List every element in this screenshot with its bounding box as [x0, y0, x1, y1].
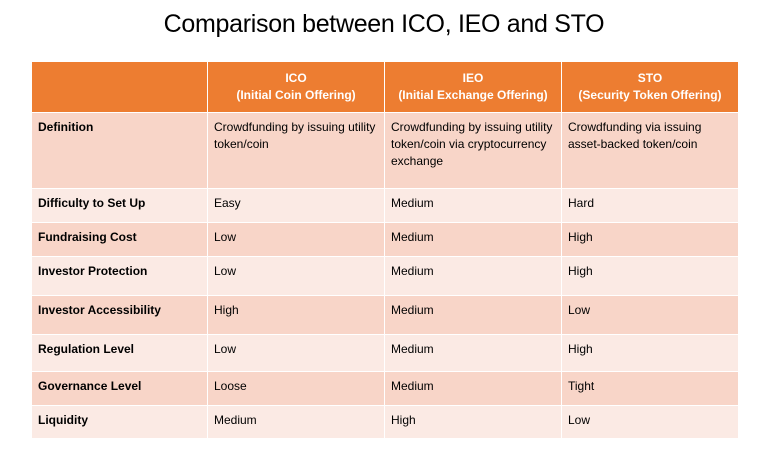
table-row-investor-accessibility: Investor Accessibility High Medium Low — [31, 295, 739, 335]
cell-sto: High — [561, 222, 739, 257]
row-label: Regulation Level — [31, 334, 208, 372]
cell-ico: High — [207, 295, 385, 335]
table-row-difficulty: Difficulty to Set Up Easy Medium Hard — [31, 188, 739, 223]
cell-ico: Loose — [207, 371, 385, 406]
cell-ico: Low — [207, 256, 385, 296]
cell-sto: Crowdfunding via issuing asset-backed to… — [561, 112, 739, 189]
cell-ico: Medium — [207, 405, 385, 439]
table-row-liquidity: Liquidity Medium High Low — [31, 405, 739, 439]
cell-sto: Tight — [561, 371, 739, 406]
cell-ieo: Medium — [384, 256, 562, 296]
header-cell-empty — [31, 61, 208, 113]
comparison-table: ICO (Initial Coin Offering) IEO (Initial… — [31, 61, 739, 439]
cell-ieo: High — [384, 405, 562, 439]
header-ieo-full: (Initial Exchange Offering) — [398, 88, 548, 102]
row-label: Governance Level — [31, 371, 208, 406]
header-cell-ieo: IEO (Initial Exchange Offering) — [384, 61, 562, 113]
page-title: Comparison between ICO, IEO and STO — [163, 10, 605, 38]
header-sto-abbr: STO — [637, 71, 663, 85]
cell-ieo: Medium — [384, 188, 562, 223]
table-row-governance-level: Governance Level Loose Medium Tight — [31, 371, 739, 406]
header-ieo-abbr: IEO — [462, 71, 484, 85]
row-label: Liquidity — [31, 405, 208, 439]
header-cell-ico: ICO (Initial Coin Offering) — [207, 61, 385, 113]
header-row: ICO (Initial Coin Offering) IEO (Initial… — [31, 61, 739, 113]
cell-ieo: Crowdfunding by issuing utility token/co… — [384, 112, 562, 189]
cell-sto: High — [561, 334, 739, 372]
table-row-regulation-level: Regulation Level Low Medium High — [31, 334, 739, 372]
cell-sto: Low — [561, 295, 739, 335]
row-label: Difficulty to Set Up — [31, 188, 208, 223]
cell-ico: Easy — [207, 188, 385, 223]
cell-ico: Low — [207, 334, 385, 372]
cell-ico: Low — [207, 222, 385, 257]
cell-sto: Low — [561, 405, 739, 439]
header-cell-sto: STO (Security Token Offering) — [561, 61, 739, 113]
cell-ico: Crowdfunding by issuing utility token/co… — [207, 112, 385, 189]
row-label: Fundraising Cost — [31, 222, 208, 257]
cell-sto: Hard — [561, 188, 739, 223]
cell-ieo: Medium — [384, 334, 562, 372]
cell-ieo: Medium — [384, 371, 562, 406]
header-ico-abbr: ICO — [285, 71, 307, 85]
cell-sto: High — [561, 256, 739, 296]
cell-ieo: Medium — [384, 222, 562, 257]
table-row-definition: Definition Crowdfunding by issuing utili… — [31, 112, 739, 189]
cell-ieo: Medium — [384, 295, 562, 335]
row-label: Investor Accessibility — [31, 295, 208, 335]
header-ico-full: (Initial Coin Offering) — [236, 88, 356, 102]
header-sto-full: (Security Token Offering) — [578, 88, 722, 102]
row-label: Definition — [31, 112, 208, 189]
row-label: Investor Protection — [31, 256, 208, 296]
table-row-investor-protection: Investor Protection Low Medium High — [31, 256, 739, 296]
table-row-fundraising-cost: Fundraising Cost Low Medium High — [31, 222, 739, 257]
